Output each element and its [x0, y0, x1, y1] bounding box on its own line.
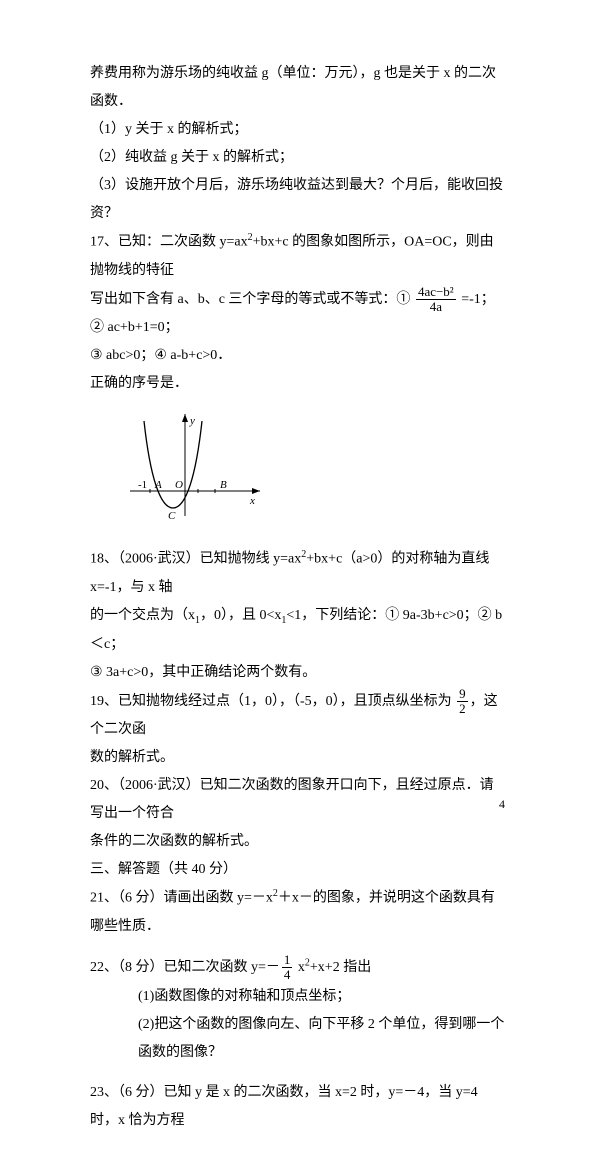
line-6a: 写出如下含有 a、b、c 三个字母的等式或不等式：① — [90, 292, 414, 307]
line-5a: 17、已知：二次函数 y=ax — [90, 235, 248, 250]
page-content: 养费用称为游乐场的纯收益 g（单位：万元），g 也是关于 x 的二次函数． （1… — [0, 0, 595, 1175]
line-18a: 22、（8 分）已知二次函数 y=－ — [90, 960, 280, 975]
label-A: A — [154, 479, 162, 491]
page-number: 4 — [499, 797, 505, 812]
y-arrow — [182, 414, 188, 422]
parabola-graph: y x -1 A O B C — [120, 406, 505, 537]
fraction-2: 92 — [457, 687, 468, 717]
line-21: 23、（6 分）已知 y 是 x 的二次函数，当 x=2 时，y=－4，当 y=… — [90, 1079, 505, 1135]
line-6: 写出如下含有 a、b、c 三个字母的等式或不等式：① 4ac−b²4a =-1；… — [90, 285, 505, 343]
line-18: 22、（8 分）已知二次函数 y=－14 x2+x+2 指出 — [90, 953, 505, 983]
line-17: 21、（6 分）请画出函数 y=－x2＋x－的图象，并说明这个函数具有哪些性质． — [90, 884, 505, 941]
line-5: 17、已知：二次函数 y=ax2+bx+c 的图象如图所示，OA=OC，则由抛物… — [90, 228, 505, 285]
label-C: C — [168, 510, 176, 522]
line-20: (2)把这个函数的图像向左、向下平移 2 个单位，得到哪一个函数的图像？ — [90, 1011, 505, 1067]
line-13: 数的解析式。 — [90, 744, 505, 772]
label-y: y — [189, 415, 195, 427]
line-8: 正确的序号是． — [90, 370, 505, 398]
line-15: 条件的二次函数的解析式。 — [90, 828, 505, 856]
line-9: 18、（2006·武汉）已知抛物线 y=ax2+bx+c（a>0）的对称轴为直线… — [90, 545, 505, 602]
line-7: ③ abc>0；④ a-b+c>0． — [90, 342, 505, 370]
frac3-den: 4 — [282, 968, 293, 982]
frac2-num: 9 — [457, 687, 468, 702]
line-10b: ，0），且 0<x — [200, 608, 281, 623]
line-9a: 18、（2006·武汉）已知抛物线 y=ax — [90, 552, 301, 567]
graph-svg: y x -1 A O B C — [120, 406, 270, 526]
line-16: 三、解答题（共 40 分） — [90, 856, 505, 884]
line-1: 养费用称为游乐场的纯收益 g（单位：万元），g 也是关于 x 的二次函数． — [90, 60, 505, 116]
line-19: (1)函数图像的对称轴和顶点坐标； — [90, 983, 505, 1011]
frac3-num: 1 — [282, 953, 293, 968]
line-12a: 19、已知抛物线经过点（1，0），（-5，0），且顶点纵坐标为 — [90, 694, 455, 709]
frac1-num: 4ac−b² — [416, 285, 456, 300]
line-4: （3）设施开放个月后，游乐场纯收益达到最大？个月后，能收回投资？ — [90, 172, 505, 228]
x-arrow — [252, 488, 260, 494]
line-18c: +x+2 指出 — [310, 960, 371, 975]
fraction-1: 4ac−b²4a — [416, 285, 456, 315]
line-10: 的一个交点为（x1，0），且 0<x1<1，下列结论：① 9a-3b+c>0；②… — [90, 602, 505, 659]
label-minus1: -1 — [138, 479, 147, 491]
fraction-3: 14 — [282, 953, 293, 983]
line-14: 20、（2006·武汉）已知二次函数的图象开口向下，且经过原点．请写出一个符合 — [90, 772, 505, 828]
frac1-den: 4a — [416, 300, 456, 314]
line-17a: 21、（6 分）请画出函数 y=－x — [90, 891, 273, 906]
line-18b: x — [294, 960, 305, 975]
label-O: O — [175, 479, 183, 491]
parabola-curve — [144, 421, 202, 508]
line-3: （2）纯收益 g 关于 x 的解析式； — [90, 144, 505, 172]
line-2: （1）y 关于 x 的解析式； — [90, 116, 505, 144]
frac2-den: 2 — [457, 702, 468, 716]
label-x: x — [249, 495, 255, 507]
line-10a: 的一个交点为（x — [90, 608, 195, 623]
label-B: B — [220, 479, 227, 491]
line-11: ③ 3a+c>0，其中正确结论两个数有。 — [90, 659, 505, 687]
line-12: 19、已知抛物线经过点（1，0），（-5，0），且顶点纵坐标为 92，这个二次函 — [90, 687, 505, 745]
